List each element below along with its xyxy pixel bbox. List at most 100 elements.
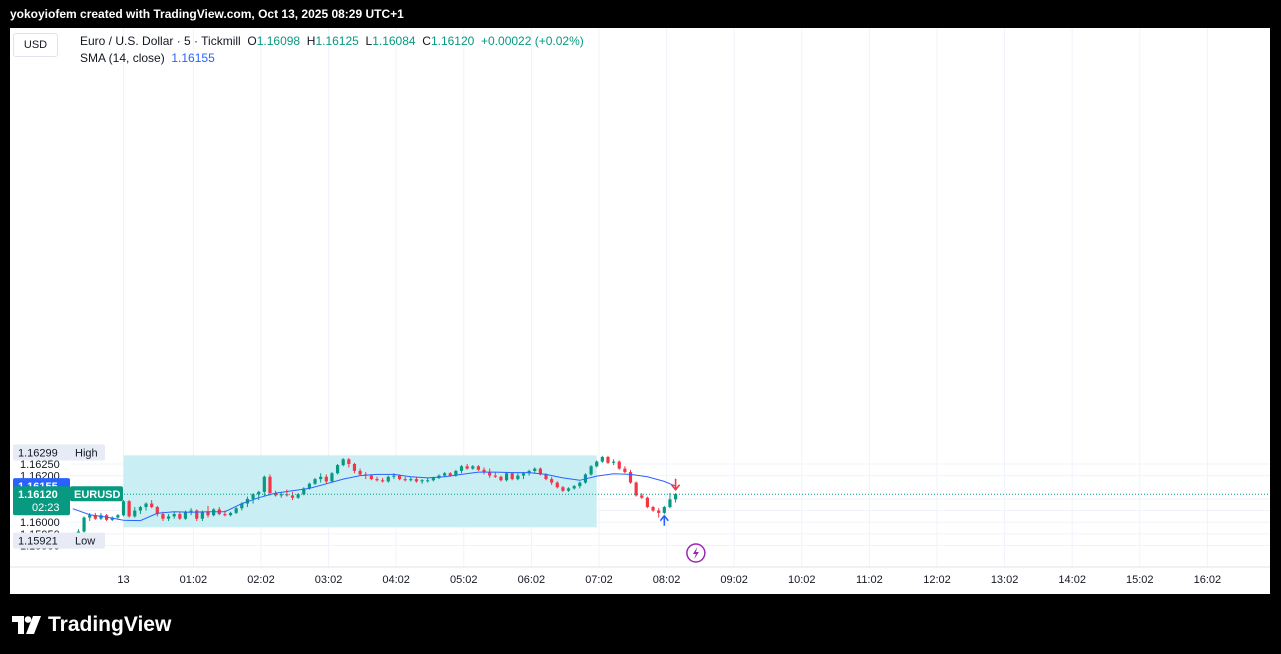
candle-body (161, 514, 165, 519)
candle (499, 475, 503, 482)
candle-body (121, 501, 126, 516)
candle (178, 511, 182, 520)
candle-body (595, 461, 599, 467)
candle-body (443, 473, 447, 476)
sell-arrow-icon (670, 478, 681, 492)
time-tick-label: 03:02 (315, 574, 343, 586)
candle-body (144, 503, 148, 508)
candle (504, 472, 509, 482)
time-tick-label: 06:02 (518, 574, 546, 586)
candle (471, 465, 475, 470)
candle-body (183, 511, 188, 519)
low-value: 1.16084 (372, 34, 416, 48)
low-marker: 1.15921 Low (13, 532, 105, 549)
candle (566, 487, 571, 492)
candle-body (166, 516, 171, 519)
candle-body (307, 483, 312, 489)
candle-body (499, 476, 503, 481)
countdown-label: 02:23 (32, 502, 60, 514)
candle-body (673, 494, 678, 500)
candle-body (341, 459, 345, 466)
legend-row-sma: SMA (14, close) 1.16155 (80, 51, 584, 65)
time-tick-label: 05:02 (450, 574, 478, 586)
candle (443, 472, 447, 477)
candle-body (504, 473, 509, 481)
candle-body (657, 510, 661, 513)
candle-body (268, 476, 272, 494)
candle-body (99, 515, 103, 519)
tradingview-logo-icon (12, 616, 41, 634)
candle-body (538, 468, 542, 475)
candle-body (375, 479, 379, 481)
candle-body (521, 473, 526, 476)
candle-body (324, 476, 328, 482)
candle-body (555, 482, 559, 488)
candle-body (628, 472, 633, 483)
candle (516, 473, 520, 481)
candle-body (279, 494, 283, 496)
candle-body (510, 473, 514, 480)
lightning-icon[interactable] (686, 543, 706, 563)
candles (71, 455, 678, 541)
candle-body (561, 487, 565, 491)
candle-body (88, 515, 92, 518)
candle-body (212, 509, 216, 516)
high-value: 1.16125 (315, 34, 359, 48)
candle (561, 486, 565, 492)
tradingview-brand[interactable]: TradingView (12, 613, 171, 637)
candle (414, 476, 419, 483)
candle (335, 463, 340, 475)
candle-body (606, 456, 610, 463)
candle (352, 462, 357, 474)
candle-body (93, 515, 97, 519)
candle (274, 490, 278, 497)
candle (651, 505, 655, 512)
candle-body (347, 459, 351, 464)
candle-body (403, 479, 407, 481)
candle (510, 472, 514, 481)
candle-body (257, 491, 261, 495)
candle (144, 502, 148, 511)
symbol-title[interactable]: Euro / U.S. Dollar · 5 · Tickmill (80, 34, 241, 48)
candle (138, 505, 143, 515)
candle (341, 458, 345, 467)
time-tick-label: 11:02 (856, 574, 883, 586)
candle-body (623, 468, 627, 473)
candle-body (358, 470, 362, 475)
candle-body (459, 466, 464, 471)
candle (673, 493, 678, 503)
candle (285, 489, 289, 497)
candle (420, 479, 424, 484)
candle-body (381, 480, 385, 482)
price-tick-label: 1.16000 (20, 517, 60, 529)
chart-area[interactable]: 13 01:02 02:02 03:02 04:02 05:02 06:02 07:02 08:… (10, 28, 1270, 594)
candle (302, 487, 306, 496)
candle-body (330, 473, 334, 482)
candle-body (285, 494, 289, 496)
sma-label[interactable]: SMA (14, close) (80, 51, 165, 65)
time-tick-label: 15:02 (1126, 574, 1154, 586)
candle-body (206, 511, 210, 516)
change-value: +0.00022 (+0.02%) (481, 34, 584, 48)
time-tick-label: 13 (117, 574, 129, 586)
time-tick-label: 14:02 (1058, 574, 1086, 586)
candle-body (566, 488, 571, 491)
candle-body (550, 479, 554, 483)
candle-body (335, 465, 340, 474)
brand-name: TradingView (48, 613, 172, 636)
candle (465, 463, 469, 470)
candle-body (454, 470, 458, 476)
candlestick-chart[interactable]: 13 01:02 02:02 03:02 04:02 05:02 06:02 07:02 08:… (10, 28, 1270, 594)
candle-body (274, 493, 278, 496)
candle-body (138, 507, 143, 511)
candle-body (426, 480, 430, 482)
candle (375, 476, 379, 482)
candle (640, 493, 644, 499)
candle (533, 467, 537, 474)
attribution-text: yokoyiofem created with TradingView.com,… (10, 7, 404, 21)
candle-body (150, 503, 154, 508)
candle-body (110, 517, 114, 520)
time-tick-label: 04:02 (382, 574, 410, 586)
open-label: O (247, 34, 257, 48)
currency-selector[interactable]: USD (13, 33, 58, 57)
